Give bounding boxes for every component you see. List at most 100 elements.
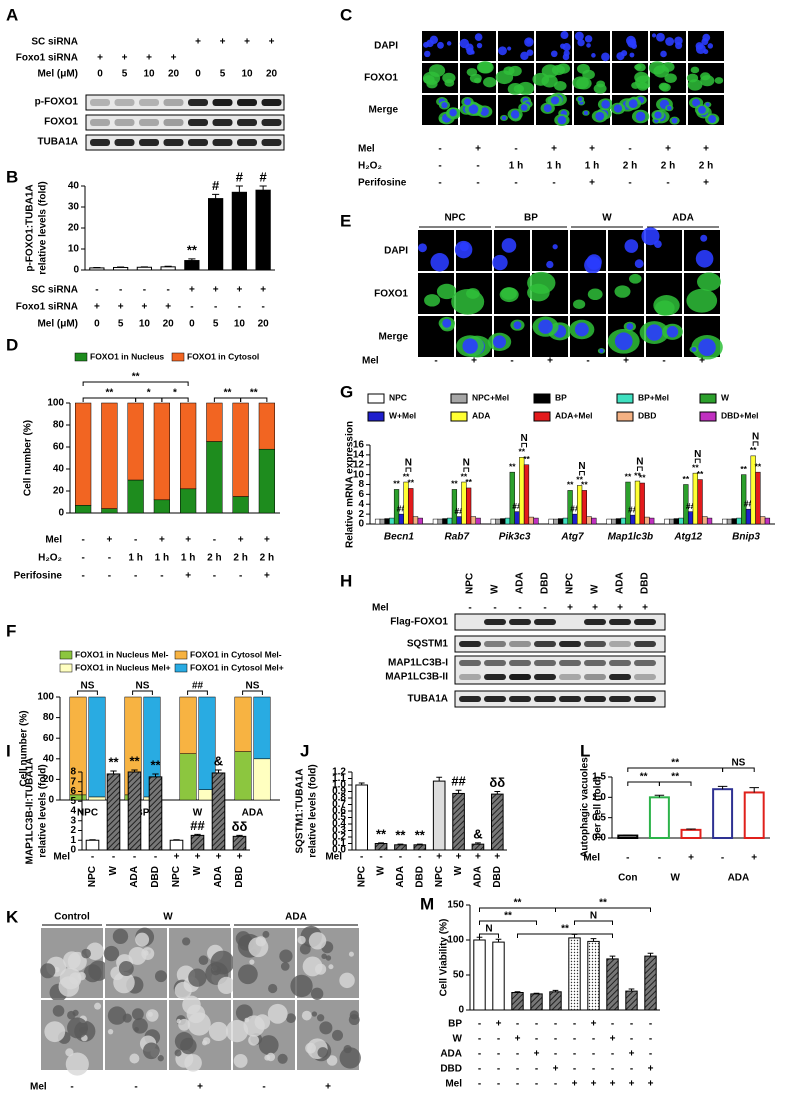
y-tick-label: 12 — [353, 459, 365, 470]
y-tick-label: 10 — [353, 469, 365, 480]
nucleus — [464, 98, 471, 106]
bar-segment — [232, 496, 249, 514]
error-bar — [212, 193, 220, 199]
y-tick-label: 100 — [37, 692, 54, 703]
nucleus — [698, 338, 716, 357]
organelle — [44, 1021, 66, 1043]
nucleus — [470, 50, 475, 55]
bar — [745, 508, 752, 525]
cell — [527, 283, 550, 302]
condition-sign: + — [436, 852, 442, 863]
bar — [184, 260, 200, 271]
group-label: W — [670, 873, 680, 884]
blot-band — [459, 641, 481, 647]
error-bar — [416, 843, 423, 845]
nucleus — [577, 96, 583, 102]
bar — [692, 472, 698, 525]
nucleus — [480, 107, 489, 116]
condition-sign: + — [195, 37, 201, 48]
condition-sign: + — [699, 356, 705, 367]
error-bar — [590, 938, 597, 942]
cell — [483, 77, 497, 88]
column-label: DBD — [540, 572, 551, 594]
bracket-label: ** — [640, 772, 648, 783]
bar — [743, 791, 765, 839]
nucleus — [437, 41, 444, 49]
y-tick-label: 1.0 — [332, 780, 346, 791]
organelle — [249, 959, 255, 965]
blot-band — [634, 696, 656, 702]
condition-sign: - — [478, 1079, 481, 1090]
bar — [442, 518, 448, 525]
error-bar — [514, 991, 521, 993]
row-label: ADA — [440, 1049, 462, 1060]
condition-sign: - — [468, 603, 471, 614]
bar — [374, 843, 388, 851]
nucleus — [654, 111, 662, 119]
y-tick-label: 0 — [58, 508, 64, 519]
organelle — [267, 1003, 288, 1024]
bar — [231, 191, 247, 271]
blot-band — [559, 660, 581, 666]
significance-mark: # — [260, 169, 268, 184]
organelle — [319, 1021, 333, 1035]
blot-band — [139, 139, 159, 146]
significance-mark: ** — [376, 826, 387, 841]
column-label: W — [490, 584, 501, 594]
nucleus — [641, 227, 660, 246]
significance-mark: & — [473, 826, 482, 841]
blot-band — [90, 139, 110, 146]
organelle — [290, 974, 313, 998]
bar — [606, 518, 612, 525]
bar — [572, 513, 578, 525]
nucleus — [620, 50, 628, 57]
legend-swatch — [450, 393, 468, 404]
blot-band — [509, 660, 531, 666]
x-tick-label: NPC — [434, 866, 445, 887]
organelle — [40, 963, 56, 979]
error-bar — [152, 773, 159, 777]
condition-sign: + — [197, 1082, 203, 1093]
condition-sign: + — [629, 1049, 635, 1060]
bar-segment — [206, 402, 223, 442]
cell — [572, 76, 589, 90]
condition-sign: + — [648, 1079, 654, 1090]
condition-sign: 2 h — [260, 553, 274, 564]
organelle — [107, 1028, 114, 1035]
organelle — [332, 1029, 344, 1041]
bar — [530, 993, 543, 1011]
organelle — [225, 1019, 249, 1043]
bar — [355, 784, 368, 851]
blot-band — [484, 696, 506, 702]
nucleus — [702, 33, 711, 42]
panel-letter: J — [300, 741, 309, 760]
bracket-label: N — [636, 457, 643, 468]
significance-mark: ** — [518, 447, 525, 457]
x-tick-label: DBD — [234, 866, 245, 888]
bracket — [722, 767, 755, 772]
organelle — [154, 970, 167, 983]
bracket-label: NS — [731, 758, 745, 769]
bracket-label: * — [147, 388, 151, 399]
channel-label: FOXO1 — [364, 73, 398, 84]
bar — [548, 518, 554, 525]
error-bar — [749, 787, 759, 793]
nucleus — [513, 321, 522, 330]
organelle — [182, 995, 201, 1015]
nucleus — [601, 100, 610, 109]
legend-swatch — [59, 663, 73, 673]
bar — [500, 518, 506, 525]
x-tick-label: DBD — [150, 866, 161, 888]
condition-sign: - — [626, 853, 629, 864]
condition-sign: - — [493, 603, 496, 614]
organelle — [63, 951, 81, 970]
organelle — [316, 1014, 325, 1022]
bar — [764, 517, 771, 525]
condition-sign: + — [617, 603, 623, 614]
blot-band — [237, 139, 257, 146]
bracket-label: ** — [561, 924, 569, 935]
blot-band — [584, 696, 606, 702]
bar — [255, 189, 271, 271]
bar — [452, 792, 465, 851]
condition-sign: - — [438, 144, 441, 155]
